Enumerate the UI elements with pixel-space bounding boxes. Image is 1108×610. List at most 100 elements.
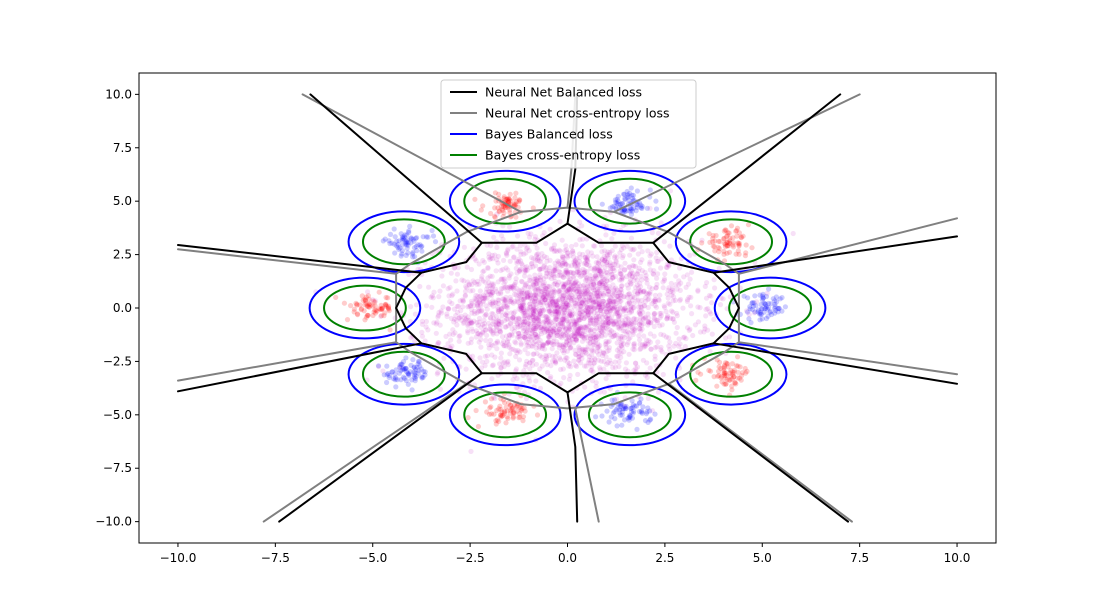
scatter-point	[554, 308, 560, 314]
scatter-point	[455, 265, 461, 271]
scatter-point	[534, 323, 541, 329]
scatter-point	[635, 285, 642, 291]
scatter-point	[733, 228, 739, 234]
scatter-point	[653, 255, 659, 261]
scatter-point	[722, 227, 728, 233]
scatter-point	[528, 231, 534, 237]
scatter-point	[416, 368, 422, 374]
scatter-point	[591, 284, 597, 291]
scatter-point	[629, 206, 635, 212]
scatter-point	[763, 304, 769, 310]
scatter-point	[727, 240, 733, 247]
scatter-point	[547, 329, 554, 336]
scatter-point	[402, 241, 408, 247]
legend-label-1: Neural Net cross-entropy loss	[485, 106, 670, 121]
scatter-point	[636, 310, 642, 316]
scatter-point	[590, 300, 596, 306]
scatter-point	[552, 359, 559, 365]
scatter-point	[630, 410, 636, 416]
scatter-point	[545, 334, 552, 340]
scatter-point	[630, 247, 636, 253]
scatter-point	[532, 315, 538, 321]
scatter-point	[413, 373, 419, 379]
scatter-point	[549, 294, 555, 300]
scatter-point	[466, 303, 472, 309]
scatter-point	[702, 323, 708, 329]
scatter-point	[637, 326, 643, 332]
scatter-point	[760, 291, 766, 297]
scatter-point	[382, 302, 388, 308]
scatter-point	[525, 294, 531, 300]
scatter-point	[498, 305, 504, 311]
scatter-point	[580, 251, 586, 258]
scatter-point	[522, 283, 528, 289]
scatter-point	[619, 409, 626, 415]
scatter-point	[563, 269, 569, 275]
scatter-point	[620, 328, 626, 334]
scatter-point	[603, 340, 609, 346]
scatter-point	[614, 311, 620, 317]
scatter-point	[586, 262, 592, 268]
scatter-point	[547, 302, 553, 308]
scatter-point	[560, 300, 566, 307]
scatter-point	[504, 196, 510, 202]
scatter-point	[586, 276, 593, 282]
scatter-point	[623, 360, 630, 366]
scatter-point	[525, 320, 531, 326]
scatter-point	[533, 324, 539, 330]
scatter-point	[612, 416, 618, 422]
scatter-point	[400, 235, 406, 241]
scatter-point	[579, 291, 585, 297]
scatter-point	[605, 312, 611, 319]
scatter-point	[494, 407, 500, 414]
scatter-point	[396, 246, 402, 252]
scatter-point	[351, 309, 357, 315]
scatter-point	[556, 313, 562, 319]
scatter-point	[621, 207, 627, 213]
scatter-point	[392, 371, 398, 377]
scatter-point	[488, 291, 494, 297]
scatter-point	[664, 264, 670, 271]
scatter-point	[533, 378, 539, 384]
scatter-point	[643, 295, 649, 301]
scatter-point	[605, 249, 611, 255]
scatter-point	[517, 333, 523, 339]
scatter-point	[614, 353, 620, 359]
scatter-point	[571, 333, 578, 339]
scatter-point	[647, 291, 653, 297]
scatter-point	[597, 291, 603, 297]
scatter-point	[579, 272, 585, 278]
scatter-point	[451, 265, 457, 271]
scatter-point	[547, 326, 554, 333]
scatter-point	[658, 331, 664, 337]
scatter-point	[449, 343, 455, 349]
scatter-point	[401, 374, 407, 380]
scatter-point	[534, 253, 540, 259]
scatter-point	[409, 251, 416, 257]
scatter-point	[527, 301, 533, 307]
scatter-point	[585, 305, 591, 311]
scatter-point	[649, 301, 655, 307]
scatter-point	[615, 316, 621, 323]
scatter-point	[441, 355, 447, 361]
scatter-point	[556, 289, 562, 295]
scatter-point	[562, 281, 569, 287]
scatter-point	[408, 335, 414, 341]
scatter-point	[668, 280, 674, 286]
scatter-point	[751, 300, 757, 306]
scatter-point	[734, 233, 740, 239]
scatter-point	[605, 291, 611, 297]
scatter-point	[550, 298, 556, 304]
scatter-point	[575, 286, 582, 292]
scatter-point	[511, 201, 518, 207]
scatter-point	[485, 283, 491, 289]
scatter-point	[539, 343, 546, 349]
scatter-point	[567, 324, 573, 330]
scatter-point	[514, 246, 520, 252]
scatter-point	[502, 408, 508, 414]
scatter-point	[508, 285, 514, 291]
scatter-point	[493, 289, 500, 295]
scatter-point	[503, 420, 509, 426]
scatter-point	[545, 339, 552, 345]
scatter-point	[503, 298, 509, 304]
